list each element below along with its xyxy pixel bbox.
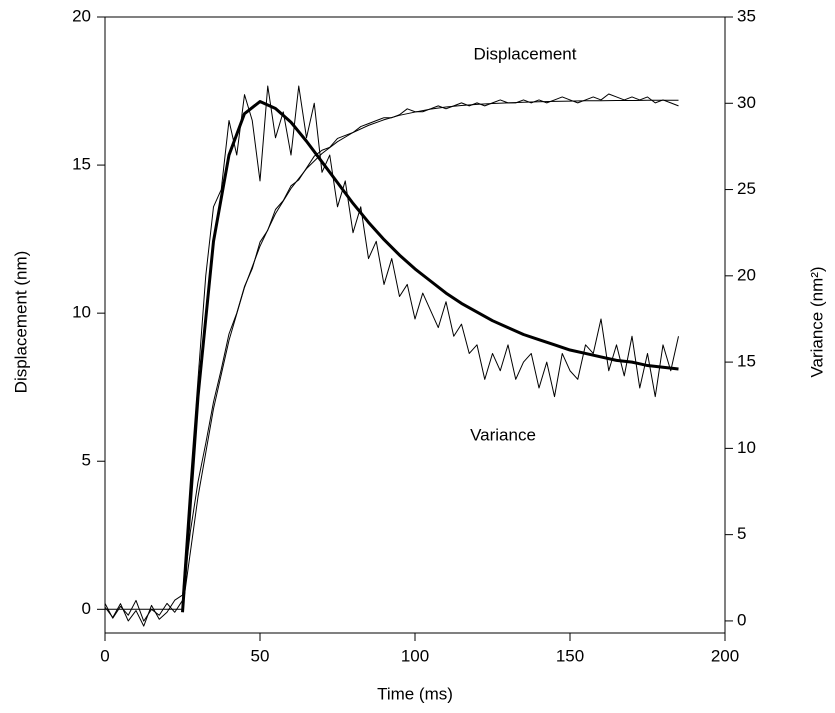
- data-line: [104, 85, 679, 627]
- y2-tick-label: 0: [737, 610, 746, 629]
- y-tick-label: 0: [82, 599, 91, 618]
- plot-frame: [104, 16, 726, 634]
- x-tick-label: 100: [401, 646, 429, 665]
- x-tick-label: 0: [100, 646, 109, 665]
- y2-tick-label: 25: [737, 179, 756, 198]
- x-tick-label: 150: [556, 646, 584, 665]
- y2-tick-label: 15: [737, 352, 756, 371]
- y-tick-label: 20: [72, 6, 91, 25]
- data-line: [104, 93, 679, 622]
- data-line: [181, 100, 679, 613]
- y2-tick-label: 20: [737, 265, 756, 284]
- x-tick-label: 200: [711, 646, 739, 665]
- y2-tick-label: 30: [737, 93, 756, 112]
- y-axis-label: Displacement (nm): [11, 251, 30, 394]
- annotation: Displacement: [474, 44, 577, 63]
- x-tick-label: 50: [251, 646, 270, 665]
- x-axis-label: Time (ms): [377, 684, 453, 703]
- y2-tick-label: 35: [737, 6, 756, 25]
- annotation: Variance: [470, 425, 536, 444]
- data-line: [105, 99, 679, 610]
- y-tick-label: 15: [72, 155, 91, 174]
- y-tick-label: 10: [72, 303, 91, 322]
- y2-tick-label: 10: [737, 438, 756, 457]
- y2-axis-label: Variance (nm²): [807, 266, 826, 377]
- y-tick-label: 5: [82, 451, 91, 470]
- y2-tick-label: 5: [737, 524, 746, 543]
